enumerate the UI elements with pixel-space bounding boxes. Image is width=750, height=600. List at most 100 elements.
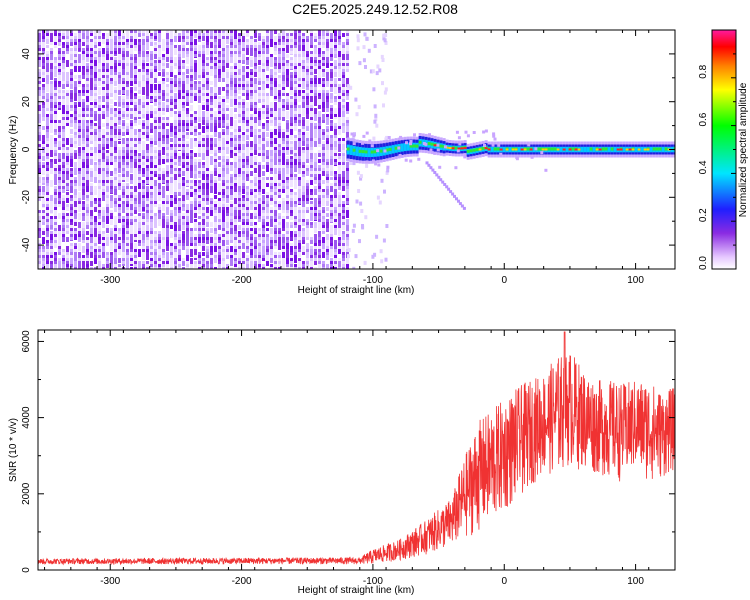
heatmap-cell bbox=[190, 72, 193, 77]
heatmap-cell bbox=[142, 114, 145, 118]
heatmap-cell bbox=[242, 174, 245, 181]
heatmap-cell bbox=[334, 213, 337, 217]
heatmap-cell bbox=[198, 252, 201, 256]
heatmap-cell bbox=[198, 255, 201, 259]
heatmap-cell bbox=[90, 33, 93, 36]
heatmap-cell bbox=[98, 201, 101, 206]
heatmap-cell bbox=[254, 147, 257, 150]
heatmap-cell bbox=[110, 171, 113, 176]
heatmap-cell bbox=[206, 150, 209, 156]
heatmap-cell bbox=[222, 234, 225, 239]
heatmap-cell bbox=[226, 39, 229, 44]
heatmap-cell bbox=[166, 117, 169, 122]
heatmap-cell bbox=[106, 177, 109, 180]
heatmap-cell bbox=[298, 117, 301, 120]
heatmap-cell bbox=[118, 210, 121, 214]
heatmap-cell bbox=[298, 159, 301, 163]
heatmap-cell bbox=[190, 54, 193, 58]
heatmap-cell bbox=[158, 168, 161, 171]
heatmap-cell bbox=[270, 177, 273, 182]
heatmap-cell bbox=[90, 186, 93, 192]
heatmap-cell bbox=[114, 198, 117, 202]
heatmap-cell bbox=[54, 261, 57, 264]
heatmap-cell bbox=[110, 135, 113, 140]
heatmap-cell bbox=[286, 204, 289, 212]
heatmap-cell bbox=[326, 159, 329, 164]
heatmap-cell bbox=[130, 198, 133, 201]
heatmap-cell bbox=[150, 33, 153, 38]
heatmap-cell bbox=[134, 207, 137, 210]
heatmap-cell bbox=[194, 93, 197, 96]
heatmap-cell bbox=[130, 195, 133, 199]
heatmap-cell bbox=[294, 225, 297, 228]
heatmap-cell bbox=[54, 153, 57, 158]
heatmap-cell bbox=[158, 150, 161, 153]
heatmap-cell bbox=[118, 78, 121, 86]
heatmap-cell bbox=[326, 165, 329, 170]
heatmap-cell bbox=[190, 78, 193, 81]
heatmap-cell bbox=[314, 261, 317, 265]
heatmap-cell bbox=[42, 222, 45, 225]
heatmap-cell bbox=[170, 261, 173, 269]
heatmap-cell bbox=[118, 231, 121, 235]
heatmap-cell bbox=[126, 99, 129, 104]
heatmap-cell bbox=[226, 150, 229, 154]
heatmap-cell bbox=[166, 147, 169, 151]
heatmap-cell bbox=[314, 144, 317, 147]
heatmap-cell bbox=[282, 51, 285, 58]
heatmap-cell bbox=[138, 231, 141, 236]
heatmap-cell bbox=[58, 90, 61, 93]
heatmap-cell bbox=[322, 45, 325, 48]
heatmap-cell bbox=[330, 33, 333, 38]
heatmap-cell bbox=[342, 78, 345, 86]
heatmap-cell bbox=[74, 123, 77, 129]
heatmap-cell bbox=[182, 54, 185, 58]
heatmap-cell bbox=[278, 87, 281, 92]
heatmap-cell bbox=[270, 105, 273, 110]
heatmap-cell bbox=[162, 228, 165, 231]
heatmap-cell bbox=[46, 183, 49, 188]
heatmap-cell bbox=[242, 117, 245, 122]
heatmap-cell bbox=[310, 264, 313, 269]
heatmap-cell bbox=[58, 168, 61, 172]
heatmap-cell bbox=[42, 240, 45, 244]
heatmap-cell bbox=[66, 258, 69, 261]
heatmap-cell bbox=[230, 168, 233, 171]
heatmap-cell bbox=[70, 264, 73, 267]
heatmap-cell bbox=[74, 150, 77, 153]
heatmap-cell bbox=[338, 192, 341, 197]
heatmap-cell bbox=[202, 264, 205, 267]
heatmap-cell bbox=[158, 264, 161, 269]
heatmap-cell bbox=[226, 162, 229, 165]
heatmap-cell bbox=[230, 108, 233, 112]
heatmap-cell bbox=[74, 45, 77, 49]
heatmap-cell bbox=[78, 237, 81, 242]
heatmap-cell bbox=[142, 48, 145, 51]
heatmap-cell bbox=[234, 159, 237, 163]
heatmap-cell bbox=[238, 45, 241, 52]
heatmap-cell bbox=[50, 87, 53, 95]
heatmap-cell bbox=[58, 66, 61, 71]
heatmap-cell bbox=[126, 246, 129, 250]
heatmap-cell bbox=[46, 264, 49, 269]
heatmap-cell bbox=[58, 36, 61, 41]
heatmap-cell bbox=[230, 252, 233, 257]
heatmap-cell bbox=[174, 36, 177, 42]
heatmap-cell bbox=[310, 165, 313, 169]
heatmap-cell bbox=[266, 132, 269, 137]
heatmap-cell bbox=[42, 150, 45, 153]
heatmap-cell bbox=[202, 165, 205, 169]
heatmap-cell bbox=[114, 243, 117, 250]
heatmap-cell bbox=[78, 57, 81, 63]
heatmap-cell bbox=[246, 117, 249, 122]
heatmap-cell bbox=[206, 258, 209, 263]
heatmap-cell bbox=[270, 210, 273, 215]
heatmap-cell bbox=[214, 51, 217, 55]
heatmap-cell bbox=[278, 132, 281, 139]
heatmap-cell bbox=[322, 51, 325, 55]
heatmap-cell bbox=[234, 231, 237, 234]
heatmap-cell bbox=[206, 84, 209, 87]
heatmap-cell bbox=[286, 63, 289, 66]
heatmap-cell bbox=[110, 231, 113, 235]
heatmap-cell bbox=[318, 231, 321, 239]
